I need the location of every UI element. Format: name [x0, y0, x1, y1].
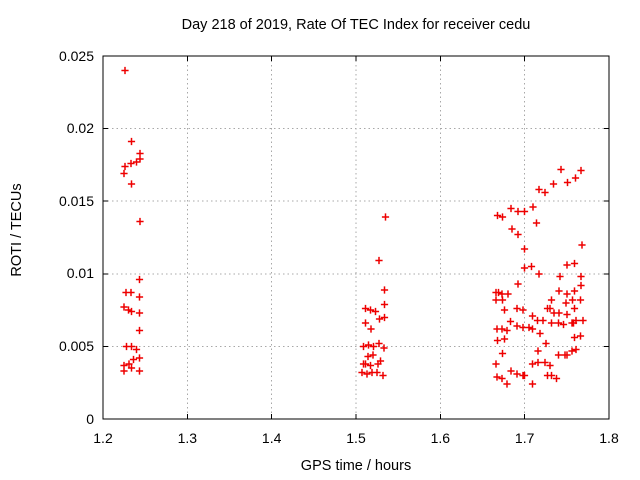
gridlines: [103, 56, 609, 419]
y-tick-label: 0.005: [58, 337, 94, 354]
x-tick-label: 1.8: [599, 430, 619, 446]
scatter-points: [120, 66, 587, 388]
x-tick-label: 1.3: [177, 430, 198, 446]
x-axis-label: GPS time / hours: [300, 458, 412, 474]
y-tick-label: 0.01: [66, 265, 94, 282]
axis-ticks: [102, 55, 610, 420]
x-tick-label: 1.2: [93, 430, 113, 446]
y-tick-label: 0.015: [58, 192, 94, 209]
y-tick-label: 0.025: [58, 47, 94, 64]
x-tick-label: 1.6: [430, 430, 451, 446]
chart-title: Day 218 of 2019, Rate Of TEC Index for r…: [181, 17, 531, 33]
x-tick-label: 1.4: [261, 430, 282, 446]
y-tick-label: 0.02: [66, 120, 94, 137]
y-tick-label: 0: [86, 410, 94, 427]
x-tick-label: 1.5: [346, 430, 366, 446]
x-tick-label: 1.7: [514, 430, 535, 446]
